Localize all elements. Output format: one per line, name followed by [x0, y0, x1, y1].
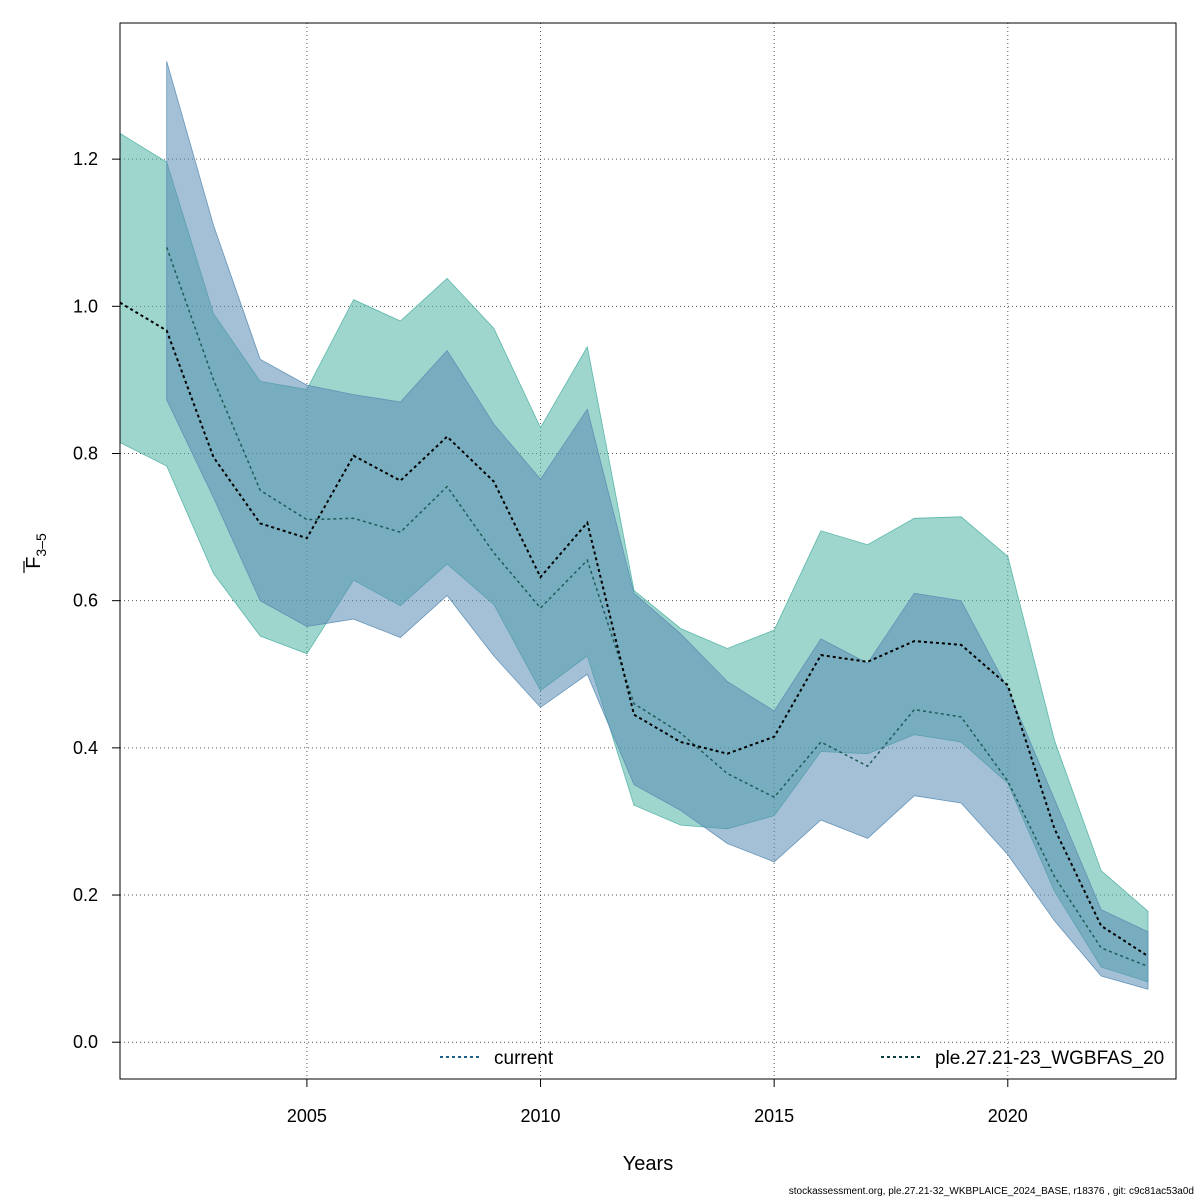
x-axis-ticks: 2005 2010 2015 2020 — [287, 1079, 1028, 1126]
y-axis-ticks: 0.0 0.2 0.4 0.6 0.8 1.0 1.2 — [73, 149, 120, 1052]
x-tick-label-2005: 2005 — [287, 1106, 327, 1126]
y-tick-label-1: 0.2 — [73, 885, 98, 905]
legend: current ple.27.21-23_WGBFAS_20 — [440, 1048, 1164, 1069]
y-axis-title-subscript: 3–5 — [33, 533, 49, 557]
x-tick-label-2010: 2010 — [521, 1106, 561, 1126]
grid-lines — [120, 23, 1176, 1079]
legend-item-current: current — [440, 1048, 554, 1069]
series-line-current — [165, 247, 1149, 968]
y-axis-title-main: F — [23, 557, 45, 569]
legend-label-current: current — [494, 1048, 554, 1069]
band-current — [166, 61, 1149, 990]
footer-credit: stockassessment.org, ple.27.21-32_WKBPLA… — [788, 1186, 1194, 1197]
y-tick-label-2: 0.4 — [73, 738, 98, 758]
legend-label-wgbfas: ple.27.21-23_WGBFAS_20 — [935, 1048, 1164, 1069]
x-tick-label-2020: 2020 — [988, 1106, 1028, 1126]
svg-text:F3–5: F3–5 — [23, 533, 49, 569]
plot-frame — [119, 22, 1177, 1080]
y-tick-label-3: 0.6 — [73, 591, 98, 611]
y-tick-label-4: 0.8 — [73, 443, 98, 463]
y-axis-title: F3–5 — [23, 533, 49, 573]
x-tick-label-2015: 2015 — [754, 1106, 794, 1126]
series-lines — [119, 247, 1149, 968]
confidence-bands — [119, 61, 1149, 990]
y-tick-label-5: 1.0 — [73, 296, 98, 316]
x-axis-title: Years — [623, 1153, 673, 1175]
legend-item-wgbfas: ple.27.21-23_WGBFAS_20 — [881, 1048, 1164, 1069]
y-tick-label-6: 1.2 — [73, 149, 98, 169]
y-tick-label-0: 0.0 — [73, 1032, 98, 1052]
